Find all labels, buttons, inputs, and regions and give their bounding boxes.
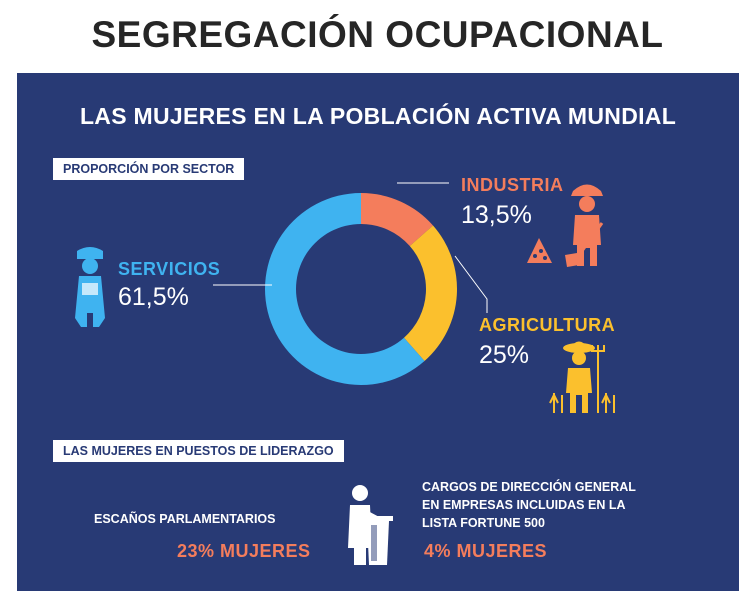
parliament-value: 23% MUJERES [177,541,311,561]
sector-section-tag: PROPORCIÓN POR SECTOR [53,158,245,180]
donut-slice-industria [361,193,434,247]
ceo-label: CARGOS DE DIRECCIÓN GENERAL EN EMPRESAS … [422,478,722,532]
infographic-panel: LAS MUJERES EN LA POBLACIÓN ACTIVA MUNDI… [17,73,739,591]
servicios-value: 61,5% [118,283,189,311]
construction-worker-icon [527,184,604,267]
donut-slice-agricultura [403,225,457,362]
panel-title: LAS MUJERES EN LA POBLACIÓN ACTIVA MUNDI… [79,103,677,129]
sector-donut-chart [75,182,615,565]
nurse-icon [75,247,105,327]
servicios-label: SERVICIOS [118,259,221,279]
page-title: SEGREGACIÓN OCUPACIONAL [91,14,664,55]
ceo-value: 4% MUJERES [424,541,548,561]
agricultura-value: 25% [479,341,530,369]
ceo-label-line: LISTA FORTUNE 500 [422,516,545,530]
donut-slices [264,193,457,385]
agricultura-leader-line [454,255,488,313]
donut-slice-servicios [264,193,425,385]
leadership-section-tag: LAS MUJERES EN PUESTOS DE LIDERAZGO [53,440,344,462]
agricultura-label: AGRICULTURA [479,315,616,335]
farmer-icon [549,341,615,413]
ceo-label-line: CARGOS DE DIRECCIÓN GENERAL [422,480,636,494]
industria-value: 13,5% [461,201,532,229]
speaker-at-podium-icon [348,485,393,565]
ceo-label-line: EN EMPRESAS INCLUIDAS EN LA [422,498,626,512]
parliament-label: ESCAÑOS PARLAMENTARIOS [94,512,276,526]
industria-label: INDUSTRIA [461,175,564,195]
